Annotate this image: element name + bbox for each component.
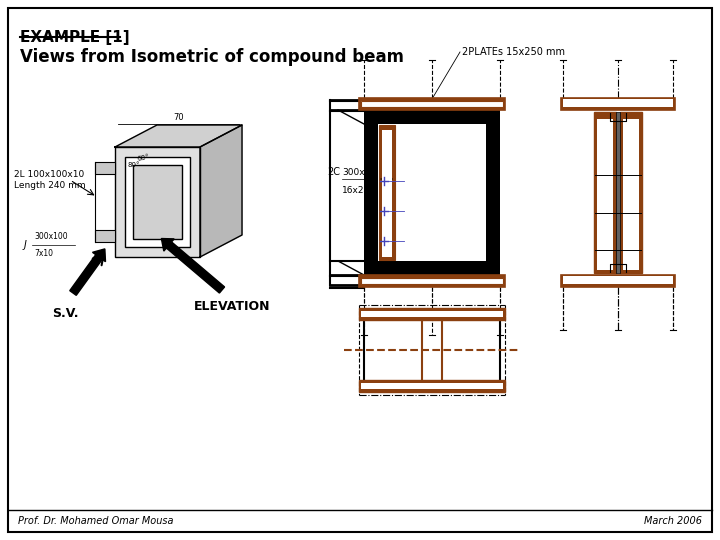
Bar — [359, 98, 505, 110]
Bar — [359, 275, 505, 287]
Text: 60°: 60° — [137, 154, 150, 162]
Text: 7x10: 7x10 — [34, 249, 53, 258]
Bar — [563, 276, 673, 284]
Bar — [361, 278, 503, 284]
Bar — [597, 119, 613, 270]
Text: S.V.: S.V. — [52, 307, 78, 320]
Bar — [359, 380, 505, 392]
Text: 2C: 2C — [327, 167, 340, 177]
Text: March 2006: March 2006 — [644, 516, 702, 526]
Text: Views from Isometric of compound beam: Views from Isometric of compound beam — [20, 48, 404, 66]
Bar — [361, 383, 503, 389]
Text: 16x24: 16x24 — [342, 186, 370, 195]
Bar — [359, 308, 505, 320]
Bar — [561, 275, 675, 287]
FancyArrow shape — [70, 249, 106, 295]
Bar — [594, 112, 616, 273]
Text: 300x100: 300x100 — [34, 232, 68, 241]
Text: EXAMPLE [1]: EXAMPLE [1] — [20, 30, 130, 45]
Polygon shape — [115, 125, 242, 147]
Bar — [623, 119, 639, 270]
Text: Prof. Dr. Mohamed Omar Mousa: Prof. Dr. Mohamed Omar Mousa — [18, 516, 174, 526]
Bar — [125, 157, 190, 247]
Bar — [378, 124, 486, 261]
Bar — [115, 147, 200, 257]
Text: 300x125: 300x125 — [342, 168, 382, 177]
Bar — [95, 230, 115, 242]
Text: 2PLATEs 15x250 mm: 2PLATEs 15x250 mm — [462, 47, 565, 57]
Text: ELEVATION: ELEVATION — [194, 300, 270, 313]
Text: $J$: $J$ — [22, 238, 28, 252]
Text: 2L 100x100x10
Length 240 mm: 2L 100x100x10 Length 240 mm — [14, 170, 86, 191]
Text: 80°: 80° — [127, 162, 140, 168]
Bar — [620, 112, 642, 273]
Bar — [95, 162, 115, 174]
Text: 70: 70 — [174, 113, 184, 122]
Bar — [616, 112, 620, 273]
Polygon shape — [200, 125, 242, 257]
Bar — [382, 130, 392, 257]
Bar — [364, 110, 500, 275]
Bar — [361, 101, 503, 107]
Bar — [133, 165, 182, 239]
Bar — [561, 98, 675, 110]
FancyArrow shape — [161, 239, 225, 293]
Bar — [379, 125, 395, 260]
Bar — [361, 101, 503, 107]
Bar — [361, 311, 503, 317]
Bar — [563, 99, 673, 107]
